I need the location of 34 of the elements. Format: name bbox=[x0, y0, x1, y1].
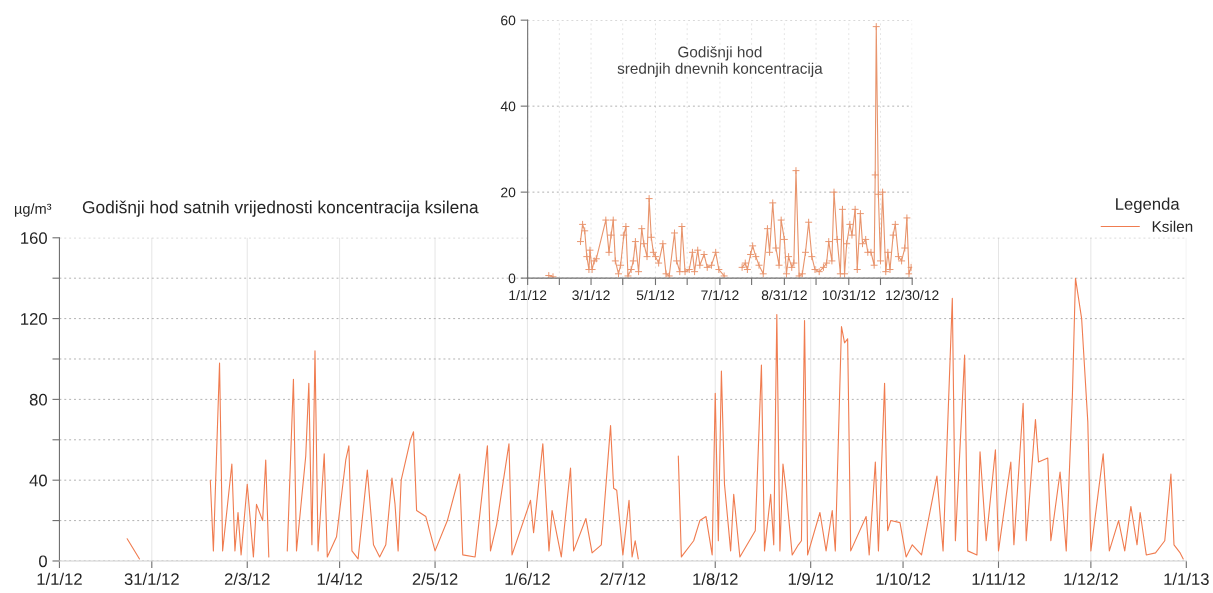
y-tick-label: 40 bbox=[500, 101, 516, 112]
legend-title: Legenda bbox=[1116, 197, 1180, 214]
chart-title: Godišnji hod satnih vrijednosti koncentracija ksilena bbox=[82, 200, 479, 217]
x-tick-label: 3/1/12 bbox=[572, 289, 610, 301]
y-axis-title: µg/m³ bbox=[14, 203, 52, 217]
x-tick-label: 1/8/12 bbox=[693, 572, 738, 586]
y-tick-label: 40 bbox=[29, 474, 47, 487]
x-tick-label: 2/3/12 bbox=[224, 572, 270, 586]
x-tick-label: 1/4/12 bbox=[317, 572, 362, 586]
x-tick-label: 1/11/12 bbox=[972, 572, 1025, 586]
x-tick-label: 1/6/12 bbox=[505, 572, 550, 586]
x-tick-label: 1/12/12 bbox=[1064, 572, 1118, 586]
y-tick-label: 120 bbox=[21, 312, 47, 325]
x-tick-label: 1/1/12 bbox=[37, 572, 82, 586]
x-tick-label: 7/1/12 bbox=[701, 289, 739, 301]
x-tick-label: 31/1/12 bbox=[124, 572, 179, 586]
x-tick-label: 1/1/12 bbox=[509, 289, 547, 301]
y-tick-label: 0 bbox=[508, 273, 516, 284]
y-tick-label: 0 bbox=[39, 555, 47, 568]
x-tick-label: 1/1/13 bbox=[1164, 572, 1209, 586]
text: Godišnji hod srednjih dnevnih koncentracija bbox=[617, 46, 823, 77]
x-tick-label: 12/30/12 bbox=[886, 289, 939, 301]
legend-label: Ksilen bbox=[1152, 220, 1193, 232]
y-tick-label: 80 bbox=[29, 393, 47, 406]
y-tick-label: 160 bbox=[21, 232, 47, 244]
x-tick-label: 1/10/12 bbox=[876, 572, 931, 586]
x-tick-label: 2/5/12 bbox=[412, 572, 458, 586]
x-tick-label: 2/7/12 bbox=[600, 572, 646, 586]
x-tick-label: 5/1/12 bbox=[636, 289, 675, 301]
x-tick-label: 8/31/12 bbox=[761, 289, 807, 301]
x-tick-label: 1/9/12 bbox=[788, 572, 834, 586]
x-tick-label: 10/31/12 bbox=[822, 289, 876, 301]
y-tick-label: 60 bbox=[501, 15, 516, 26]
y-tick-label: 20 bbox=[501, 187, 516, 198]
